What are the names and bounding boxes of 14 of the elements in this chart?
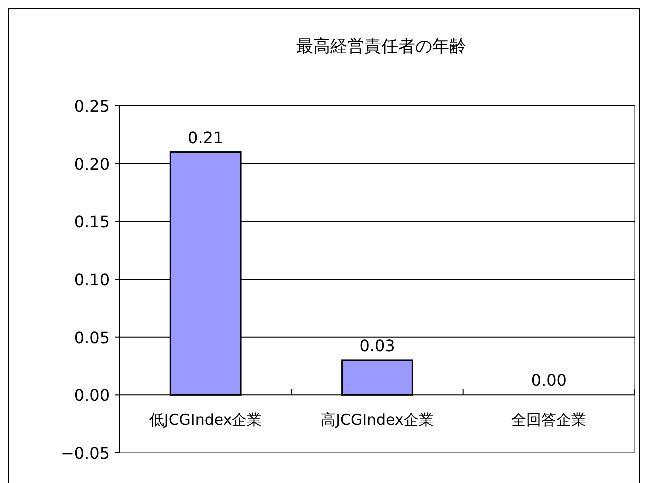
x-tick-label: 高JCGIndex企業	[321, 411, 434, 430]
y-tick-label: 0.05	[74, 328, 110, 348]
y-tick-label: 0.10	[74, 270, 110, 290]
chart-title: 最高経営責任者の年齢	[296, 37, 466, 57]
y-tick-label: 0.15	[74, 212, 110, 232]
y-tick-label: 0.25	[74, 97, 110, 116]
data-label: 0.03	[360, 336, 396, 356]
x-tick-label: 低JCGIndex企業	[149, 411, 262, 430]
data-label: 0.21	[188, 128, 224, 148]
y-tick-label: 0.00	[74, 386, 110, 406]
y-tick-label: 0.20	[74, 154, 110, 174]
data-label: 0.00	[531, 371, 567, 390]
y-tick-label: −0.05	[60, 444, 110, 463]
x-tick-label: 全回答企業	[512, 411, 587, 430]
